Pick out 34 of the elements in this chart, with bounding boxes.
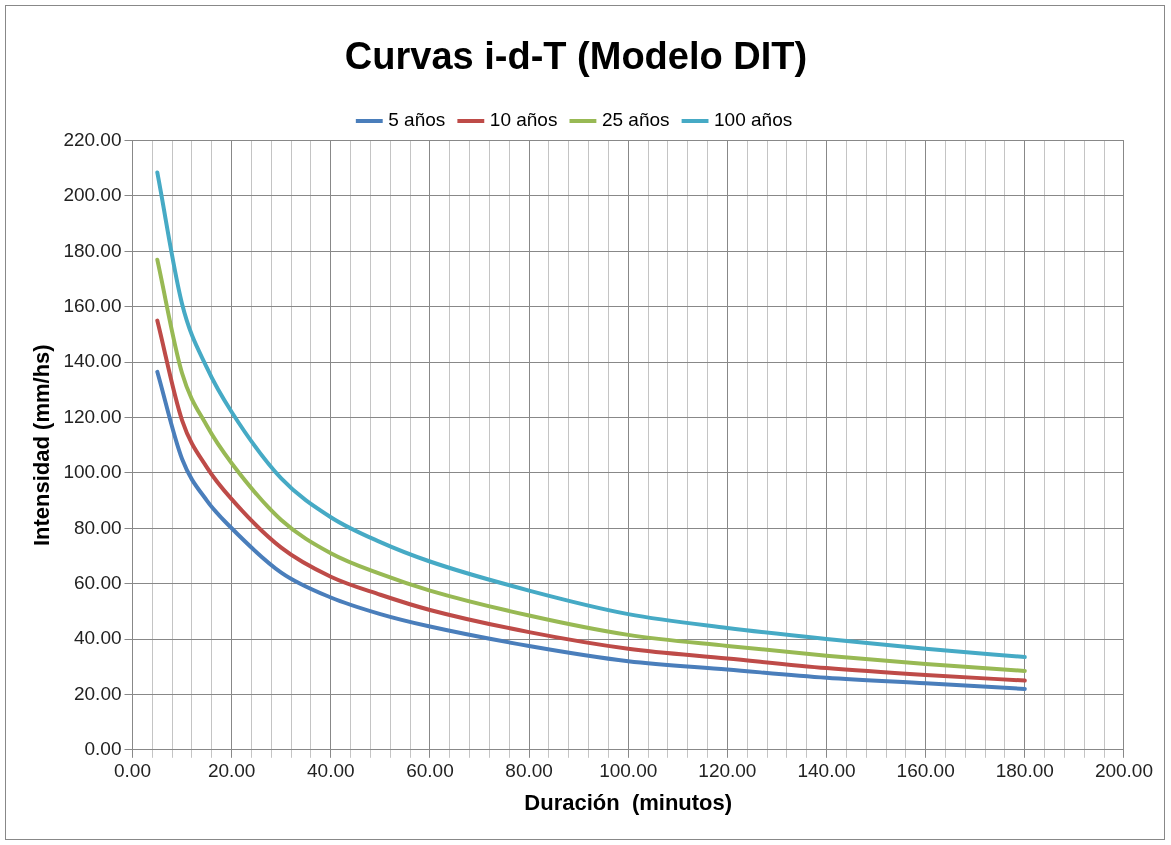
x-tick-label: 60.00 — [406, 760, 454, 782]
y-tick-label: 60.00 — [73, 571, 122, 593]
line-series — [155, 257, 1027, 673]
legend-label: 100 años — [714, 109, 793, 131]
x-tick-label: 0.00 — [114, 760, 152, 782]
legend-label: 10 años — [489, 109, 558, 131]
y-tick-label: 20.00 — [73, 682, 122, 704]
x-tick-label: 140.00 — [797, 760, 856, 782]
y-tick-label: 140.00 — [63, 350, 122, 372]
y-tick-label: 180.00 — [63, 239, 122, 261]
line-series — [155, 318, 1027, 683]
x-axis-title: Duración (minutos) — [524, 789, 733, 815]
y-tick-label: 220.00 — [63, 128, 122, 150]
x-tick-label: 80.00 — [505, 760, 553, 782]
x-tick-label: 180.00 — [995, 760, 1054, 782]
legend-label: 5 años — [388, 109, 446, 131]
x-tick-label: 100.00 — [599, 760, 658, 782]
y-axis-title: Intensidad (mm/hs) — [29, 344, 55, 547]
x-tick-label: 200.00 — [1094, 760, 1154, 782]
x-tick-label: 40.00 — [307, 760, 355, 782]
y-tick-label: 100.00 — [63, 461, 122, 483]
line-series — [155, 170, 1027, 660]
y-tick-label: 80.00 — [73, 516, 122, 538]
y-tick-label: 0.00 — [84, 738, 122, 760]
legend-label: 25 años — [601, 109, 670, 131]
x-tick-label: 20.00 — [207, 760, 256, 782]
x-tick-label: 160.00 — [896, 760, 955, 782]
y-tick-label: 200.00 — [63, 184, 122, 206]
y-tick-label: 160.00 — [63, 294, 122, 316]
y-tick-label: 120.00 — [63, 405, 122, 427]
x-tick-label: 120.00 — [698, 760, 757, 782]
y-tick-label: 40.00 — [73, 627, 122, 649]
line-series — [155, 369, 1027, 691]
chart-title: Curvas i-d-T (Modelo DIT) — [344, 35, 808, 78]
